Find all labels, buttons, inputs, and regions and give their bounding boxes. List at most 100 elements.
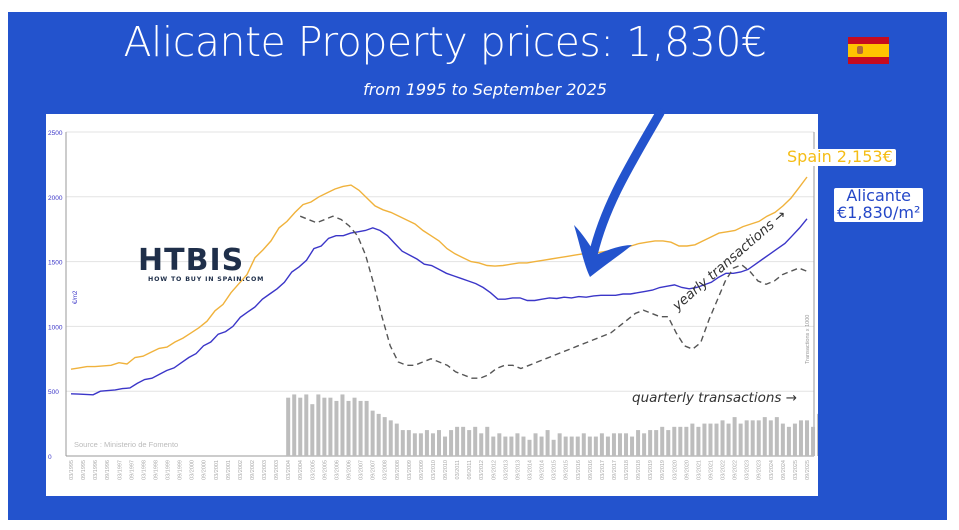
quarterly-bar xyxy=(684,426,689,456)
x-tick-label: 09/2004 xyxy=(298,460,304,480)
htbis-logo: HTBIS HOW TO BUY IN SPAIN.COM xyxy=(138,246,266,286)
x-tick-label: 03/1996 xyxy=(93,460,99,480)
yearly-transactions-x-line xyxy=(299,215,808,379)
quarterly-bar xyxy=(430,433,435,456)
spain-price-label: Spain 2,153€ xyxy=(784,148,896,166)
quarterly-bar xyxy=(563,436,568,456)
quarterly-bar xyxy=(485,426,490,456)
quarterly-bar xyxy=(527,439,532,456)
quarterly-bar xyxy=(400,430,405,456)
quarterly-bar xyxy=(636,430,641,456)
x-tick-label: 09/1995 xyxy=(81,460,87,480)
x-tick-label: 03/2002 xyxy=(238,460,244,480)
pointer-arrow-icon xyxy=(574,108,665,277)
quarterly-bar xyxy=(708,423,713,456)
x-tick-label: 03/2017 xyxy=(600,460,606,480)
quarterly-bar xyxy=(726,423,731,456)
page-subtitle: from 1995 to September 2025 xyxy=(363,80,607,99)
quarterly-bar xyxy=(491,436,496,456)
quarterly-bar xyxy=(382,417,387,456)
y-tick-label: 1000 xyxy=(48,324,63,331)
x-tick-label: 09/1997 xyxy=(129,460,135,480)
quarterly-bar xyxy=(316,394,321,456)
x-tick-label: 09/2011 xyxy=(467,460,473,479)
alicante-label-line1: Alicante xyxy=(846,186,912,205)
x-tick-label: 03/2024 xyxy=(769,460,775,480)
x-tick-label: 09/2019 xyxy=(660,460,666,480)
quarterly-bar xyxy=(750,420,755,456)
x-tick-label: 03/2023 xyxy=(745,460,751,480)
quarterly-bar xyxy=(732,417,737,456)
quarterly-bar xyxy=(599,433,604,456)
x-tick-label: 03/2001 xyxy=(214,460,220,480)
x-tick-label: 03/2015 xyxy=(552,460,558,480)
quarterly-bar xyxy=(352,397,357,456)
quarterly-bar xyxy=(593,436,598,456)
x-tick-label: 03/2010 xyxy=(431,460,437,480)
x-tick-label: 09/2001 xyxy=(226,460,232,480)
quarterly-bar xyxy=(304,394,309,456)
quarterly-bar xyxy=(376,413,381,456)
quarterly-bar xyxy=(792,423,797,456)
x-tick-label: 03/2021 xyxy=(696,460,702,480)
quarterly-bar xyxy=(388,420,393,456)
quarterly-bar xyxy=(774,417,779,456)
quarterly-bar xyxy=(455,426,460,456)
left-axis-unit: €/m2 xyxy=(73,290,79,304)
quarterly-bar xyxy=(738,423,743,456)
x-tick-label: 03/2000 xyxy=(190,460,196,480)
quarterly-bar xyxy=(666,430,671,456)
x-tick-label: 09/2013 xyxy=(515,460,521,480)
x-tick-label: 03/2011 xyxy=(455,460,461,479)
quarterly-bar xyxy=(406,430,411,456)
quarterly-bar xyxy=(292,394,297,456)
x-tick-label: 03/2018 xyxy=(624,460,630,480)
x-tick-label: 09/2003 xyxy=(274,460,280,480)
quarterly-bar xyxy=(424,430,429,456)
quarterly-bar xyxy=(690,423,695,456)
quarterly-bar xyxy=(443,436,448,456)
quarterly-bar xyxy=(630,436,635,456)
source-label: Source : Ministerio de Fomento xyxy=(74,440,178,449)
quarterly-bar xyxy=(575,436,580,456)
x-tick-label: 09/2023 xyxy=(757,460,763,480)
logo-subtext: HOW TO BUY IN SPAIN.COM xyxy=(148,276,265,283)
x-tick-label: 03/2009 xyxy=(407,460,413,480)
price-chart: 05001000150020002500020406080100€/m2Tran… xyxy=(48,130,930,480)
quarterly-bar xyxy=(714,423,719,456)
y-tick-label: 2500 xyxy=(48,130,63,137)
alicante-price-label: Alicante €1,830/m² xyxy=(834,186,924,222)
quarterly-bar xyxy=(521,436,526,456)
x-tick-label: 09/2000 xyxy=(202,460,208,480)
x-tick-label: 09/2025 xyxy=(805,460,811,480)
quarterly-bar xyxy=(611,433,616,456)
x-tick-label: 09/2010 xyxy=(443,460,449,480)
x-tick-label: 09/2018 xyxy=(636,460,642,480)
x-tick-label: 09/2020 xyxy=(684,460,690,480)
spain-flag-icon xyxy=(848,37,889,64)
x-tick-label: 09/2006 xyxy=(347,460,353,480)
quarterly-bar xyxy=(696,426,701,456)
x-tick-label: 03/2008 xyxy=(383,460,389,480)
quarterly-bar xyxy=(587,436,592,456)
alicante-label-line2: €1,830/m² xyxy=(837,202,921,222)
quarterly-bar xyxy=(298,397,303,456)
quarterly-bar xyxy=(605,436,610,456)
spain-m-line xyxy=(70,176,808,370)
y-tick-label: 0 xyxy=(48,454,52,461)
quarterly-bar xyxy=(805,420,809,456)
x-tick-label: 09/2009 xyxy=(419,460,425,480)
quarterly-bar xyxy=(551,439,556,456)
x-tick-label: 03/2005 xyxy=(310,460,316,480)
quarterly-bar xyxy=(503,436,508,456)
x-tick-label: 03/2020 xyxy=(672,460,678,480)
logo-text: HTBIS xyxy=(138,243,245,278)
quarterly-bar xyxy=(720,420,725,456)
quarterly-bar xyxy=(328,397,333,456)
quarterly-bar xyxy=(473,426,478,456)
quarterly-bar xyxy=(786,426,791,456)
x-tick-label: 09/2016 xyxy=(588,460,594,480)
quarterly-bar xyxy=(497,433,502,456)
quarterly-bar xyxy=(798,420,803,456)
x-tick-label: 03/2016 xyxy=(576,460,582,480)
